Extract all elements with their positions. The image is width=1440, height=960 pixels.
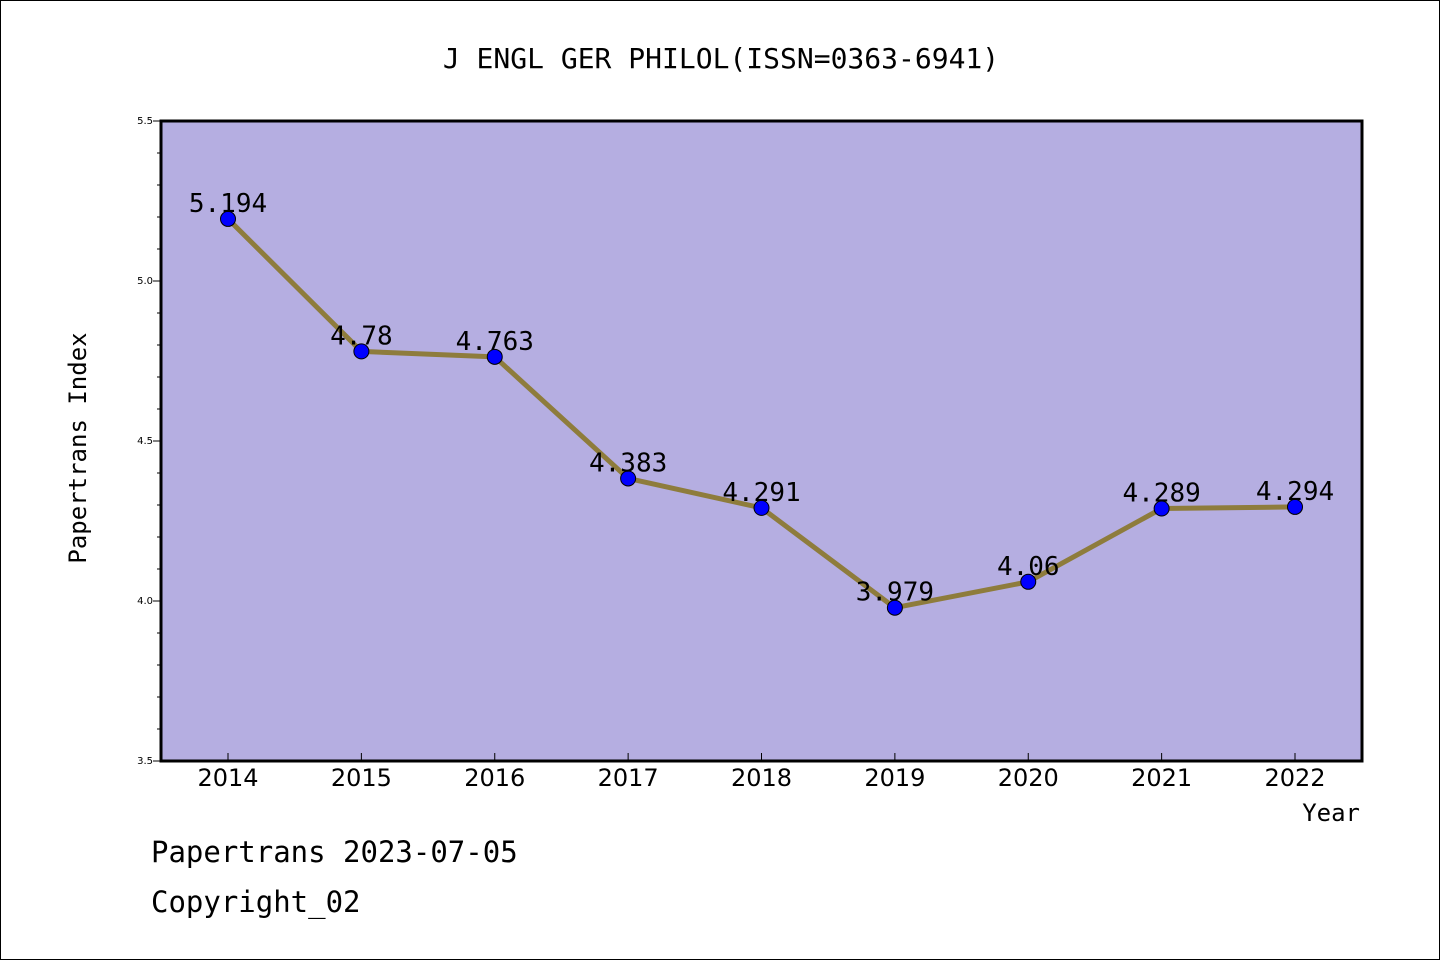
data-point	[1287, 498, 1303, 515]
data-label: 4.291	[722, 478, 800, 508]
y-tick-label: 5.0	[137, 276, 153, 287]
x-tick-label: 2022	[1264, 764, 1325, 792]
footer-copyright-text: Copyright_02	[151, 885, 361, 919]
data-point	[353, 343, 370, 360]
x-tick-label: 2014	[197, 764, 258, 792]
chart-title: J ENGL GER PHILOL(ISSN=0363-6941)	[443, 42, 999, 75]
series-layer: 5.194 4.78 4.763 4.383 4.291 3.979 4.06 4.289 4.…	[189, 189, 1334, 616]
data-point	[620, 470, 637, 487]
y-tick-label: 3.5	[137, 756, 153, 767]
data-label: 3.979	[856, 578, 934, 608]
plot-area	[161, 121, 1362, 761]
data-label: 4.06	[997, 552, 1060, 582]
data-label: 4.383	[589, 448, 667, 478]
data-point	[886, 599, 903, 616]
data-label: 4.78	[330, 321, 393, 351]
data-point	[1153, 500, 1170, 517]
x-tick-label: 2020	[998, 764, 1059, 792]
data-label: 4.289	[1122, 479, 1200, 509]
footer-date-text: Papertrans 2023-07-05	[151, 835, 518, 869]
y-tick-label: 4.0	[137, 596, 153, 607]
y-axis-label: Papertrans Index	[64, 332, 92, 563]
x-axis-ticks: 2014 2015 2016 2017 2018 2019 2020 2021 2022	[197, 753, 1326, 792]
data-point	[220, 210, 236, 227]
x-tick-label: 2017	[598, 764, 659, 792]
x-tick-label: 2015	[331, 764, 392, 792]
data-point	[486, 348, 503, 365]
data-point	[1020, 573, 1037, 590]
data-label: 4.763	[456, 327, 534, 357]
x-axis-label: Year	[1302, 799, 1360, 827]
plot-border	[159, 119, 1364, 763]
x-tick-label: 2018	[731, 764, 792, 792]
x-tick-label: 2016	[464, 764, 525, 792]
y-tick-label: 4.5	[137, 436, 153, 447]
data-point	[753, 499, 770, 516]
x-tick-label: 2021	[1131, 764, 1192, 792]
y-axis-ticks: 3.5 4.0 4.5 5.0 5.5	[137, 116, 161, 767]
y-tick-label: 5.5	[137, 116, 153, 127]
x-tick-label: 2019	[864, 764, 925, 792]
data-label: 5.194	[189, 189, 267, 219]
data-label: 4.294	[1256, 477, 1334, 507]
